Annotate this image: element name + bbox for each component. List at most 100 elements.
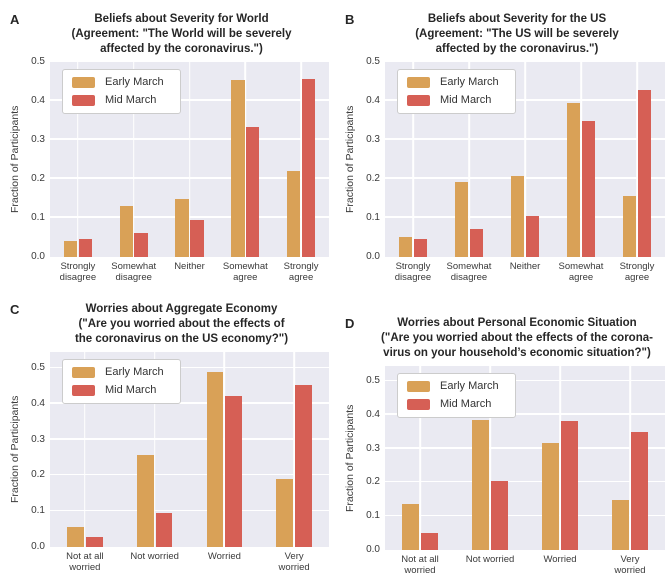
- y-tick-label: 0.2: [31, 173, 45, 184]
- vertical-gridline: [489, 366, 491, 550]
- bar-early-march: [276, 478, 294, 547]
- legend-swatch-mid-march: [407, 95, 430, 106]
- bar-mid-march: [630, 431, 648, 550]
- bar-mid-march: [85, 536, 103, 547]
- y-axis-ticks: 0.0 0.1 0.2 0.3 0.4 0.5: [22, 57, 50, 262]
- panel-title-line: virus on your household’s economic situa…: [383, 346, 651, 359]
- panel-letter: A: [10, 12, 20, 27]
- vertical-gridline: [300, 62, 302, 257]
- panel-letter: D: [345, 316, 355, 331]
- bar-early-march: [175, 198, 189, 257]
- bar-early-march: [542, 443, 560, 550]
- vertical-gridline: [636, 62, 638, 257]
- plot-column: Early March Mid March Strongly disagree So…: [50, 60, 329, 289]
- y-tick-label: 0.0: [31, 541, 45, 552]
- bar-mid-march: [295, 385, 312, 547]
- vertical-gridline: [244, 62, 247, 257]
- bar-mid-march: [78, 238, 93, 257]
- vertical-gridline: [77, 62, 79, 257]
- y-tick-label: 0.1: [31, 212, 45, 223]
- bar-mid-march: [469, 228, 484, 257]
- y-tick-label: 0.2: [31, 469, 45, 481]
- bar-early-march: [119, 206, 133, 257]
- legend-swatch-early-march: [407, 77, 430, 88]
- legend: Early March Mid March: [62, 69, 181, 114]
- bar-early-march: [63, 241, 78, 257]
- legend: Early March Mid March: [397, 69, 516, 114]
- bar-mid-march: [490, 480, 508, 550]
- horizontal-gridline: [50, 402, 329, 404]
- legend-item: Early March: [72, 367, 164, 378]
- vertical-gridline: [223, 352, 226, 547]
- plot-column: Early March Mid March Not at all worried N…: [50, 352, 329, 579]
- x-tick-label: Somewhat disagree: [111, 261, 157, 284]
- y-tick-label: 0.1: [366, 212, 380, 223]
- y-tick-label: 0.5: [366, 375, 380, 387]
- bar-early-march: [612, 500, 630, 550]
- horizontal-gridline: [50, 60, 329, 62]
- vertical-gridline: [153, 352, 156, 547]
- panel-title-line: Beliefs about Severity for the US: [427, 13, 607, 25]
- x-axis-labels: Strongly disagree Somewhat disagree Neithe…: [385, 257, 665, 289]
- horizontal-gridline: [385, 60, 665, 62]
- y-axis-label: Fraction of Participants: [9, 105, 21, 214]
- bar-mid-march: [413, 238, 428, 257]
- x-axis-labels: Not at all worried Not worried Worried Very…: [385, 550, 665, 581]
- vertical-gridline: [412, 62, 414, 257]
- legend-swatch-mid-march: [407, 399, 430, 410]
- horizontal-gridline: [385, 480, 665, 483]
- panel-title: Beliefs about Severity for the US (Agreem…: [369, 12, 665, 57]
- x-tick-label: Very worried: [614, 554, 646, 577]
- bar-early-march: [402, 503, 420, 550]
- horizontal-gridline: [385, 514, 665, 517]
- legend: Early March Mid March: [397, 373, 516, 418]
- legend-item: Early March: [407, 381, 499, 392]
- bar-early-march: [472, 420, 490, 550]
- y-tick-label: 0.2: [366, 173, 380, 184]
- panel-letter: B: [345, 12, 355, 27]
- panel-body: Fraction of Participants 0.0 0.1 0.2 0.3 0.4…: [8, 352, 329, 579]
- y-tick-label: 0.4: [31, 397, 45, 409]
- plot-area: Early March Mid March: [385, 60, 665, 257]
- x-tick-label: Not at all worried: [66, 551, 104, 574]
- vertical-gridline: [293, 352, 295, 547]
- panel-body: Fraction of Participants 0.0 0.1 0.2 0.3 0.4…: [343, 366, 665, 581]
- legend-swatch-early-march: [72, 77, 95, 88]
- bar-mid-march: [301, 78, 316, 257]
- y-tick-label: 0.4: [31, 95, 45, 106]
- y-axis-label: Fraction of Participants: [9, 395, 21, 504]
- x-tick-label: Somewhat agree: [558, 261, 604, 284]
- y-axis-ticks: 0.0 0.1 0.2 0.3 0.4 0.5: [357, 57, 385, 262]
- y-tick-label: 0.5: [31, 362, 45, 374]
- y-axis-ticks: 0.0 0.1 0.2 0.3 0.4 0.5: [357, 366, 385, 555]
- bar-mid-march: [637, 90, 652, 257]
- panel-title-line: Beliefs about Severity for World: [94, 13, 269, 25]
- bar-mid-march: [190, 219, 204, 257]
- legend-label: Early March: [440, 380, 499, 392]
- bar-mid-march: [155, 512, 173, 547]
- legend-label: Early March: [440, 76, 499, 88]
- panel-c-aggregate-economy: C Worries about Aggregate Economy ("Are y…: [0, 290, 335, 581]
- panel-title-line: the coronavirus on the US economy?"): [74, 332, 289, 345]
- horizontal-gridline: [385, 413, 665, 415]
- y-tick-label: 0.0: [366, 544, 380, 555]
- panel-title: Beliefs about Severity for World (Agreeme…: [34, 12, 329, 57]
- legend-label: Mid March: [440, 398, 492, 410]
- vertical-gridline: [188, 62, 191, 257]
- vertical-gridline: [132, 62, 135, 257]
- horizontal-gridline: [385, 379, 665, 382]
- horizontal-gridline: [50, 473, 329, 476]
- legend-label: Early March: [105, 366, 164, 378]
- bar-early-march: [67, 526, 84, 547]
- bar-early-march: [286, 171, 301, 257]
- bar-early-march: [398, 237, 413, 257]
- y-axis-label: Fraction of Participants: [344, 404, 356, 512]
- bar-early-march: [136, 454, 154, 547]
- y-tick-label: 0.2: [366, 476, 380, 488]
- panel-b-severity-us: B Beliefs about Severity for the US (Agre…: [335, 0, 671, 290]
- panel-title-line: Worries about Personal Economic Situatio…: [397, 317, 637, 329]
- y-tick-label: 0.3: [31, 433, 45, 445]
- plot-area: Early March Mid March: [50, 352, 329, 547]
- panel-letter: C: [10, 302, 20, 317]
